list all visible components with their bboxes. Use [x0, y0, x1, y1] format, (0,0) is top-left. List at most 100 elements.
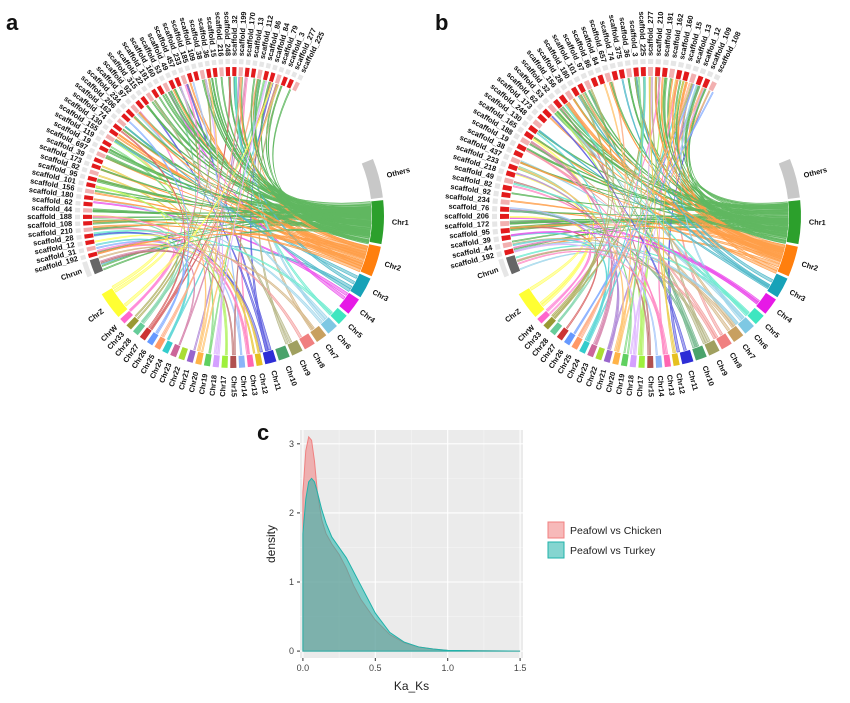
segment-track — [78, 180, 84, 186]
segment-scaffold-192 — [504, 248, 514, 256]
link-ribbon — [556, 110, 788, 233]
circos-label: scaffold_76 — [448, 202, 489, 213]
link-ribbon — [513, 181, 650, 356]
link-ribbon — [525, 149, 719, 339]
circos-label: Chr5 — [763, 322, 781, 340]
link-ribbon — [509, 209, 620, 351]
segment-scaffold-248 — [225, 67, 231, 77]
legend-label-1: Peafowl vs Turkey — [570, 545, 656, 557]
y-tick-label: 2 — [289, 508, 294, 518]
segment-track — [106, 118, 114, 125]
link-ribbon — [581, 93, 736, 328]
segment-chr18 — [629, 354, 637, 368]
circos-label: Chr8 — [728, 351, 744, 370]
segment-track — [492, 198, 498, 204]
legend-key-1 — [547, 541, 565, 559]
segment-chr23 — [587, 343, 598, 358]
circos-label: Chr5 — [346, 322, 364, 340]
segment-scaffold-38 — [199, 69, 206, 80]
segment-track — [502, 153, 510, 161]
segment-chr17 — [221, 355, 228, 368]
circos-label: Chr2 — [383, 259, 402, 273]
link-ribbon — [128, 121, 190, 335]
x-tick-label: 0.5 — [369, 663, 382, 673]
segment-scaffold-39 — [93, 157, 104, 165]
segment-chr28 — [132, 322, 146, 336]
circos-label: Chr1 — [392, 217, 409, 227]
segment-scaffold-156 — [558, 94, 569, 105]
segment-chr17 — [638, 355, 645, 368]
circos-label: Chr3 — [788, 287, 807, 303]
link-ribbon — [603, 83, 632, 352]
link-ribbon — [648, 76, 677, 354]
circos-label: scaffold_95 — [449, 227, 490, 240]
segment-chr5 — [747, 307, 764, 325]
circos-label: scaffold_32 — [230, 15, 240, 56]
y-tick-label: 0 — [289, 646, 294, 656]
link-ribbon — [516, 172, 619, 350]
segment-track — [141, 85, 148, 93]
segment-track — [88, 147, 96, 154]
link-ribbon — [565, 103, 783, 258]
link-ribbon — [530, 140, 613, 345]
density-panel-c: c 0.0 0.5 1.0 1.5 0 1 2 3 Ka_Ks density Peafowl vs… — [235, 418, 705, 698]
link-ribbon — [610, 81, 789, 227]
segment-track — [297, 74, 304, 81]
segment-scaffold-95 — [500, 227, 510, 234]
segment-chr20 — [195, 351, 204, 365]
segment-track — [493, 190, 500, 197]
segment-track — [78, 248, 85, 254]
segment-scaffold-84 — [597, 74, 606, 85]
link-ribbon — [580, 81, 626, 339]
segment-scaffold-210 — [655, 67, 661, 77]
circos-label: scaffold_248 — [222, 11, 232, 56]
link-ribbon — [92, 215, 256, 354]
segment-track — [146, 81, 154, 89]
segment-track — [496, 251, 503, 258]
segment-track — [670, 60, 677, 67]
segment-scaffold-162 — [668, 68, 676, 79]
circos-label: Chr13 — [248, 374, 260, 396]
link-ribbon — [509, 210, 698, 348]
segment-scaffold-108 — [83, 221, 93, 226]
circos-label: Chr15 — [229, 376, 238, 397]
circos-label: scaffold_188 — [27, 212, 72, 221]
segment-chr24 — [162, 340, 173, 354]
segment-track — [617, 61, 624, 68]
segment-track — [602, 64, 609, 71]
segment-track — [124, 98, 132, 105]
segment-chr8 — [299, 333, 315, 350]
segment-scaffold-97 — [130, 104, 140, 114]
segment-chr9 — [704, 339, 720, 356]
circos-label: Chr11 — [686, 369, 700, 391]
segment-track — [494, 243, 501, 250]
link-ribbon — [93, 230, 333, 315]
segment-track — [560, 83, 568, 91]
link-ribbon — [512, 238, 608, 342]
links-group — [92, 76, 372, 356]
segment-track — [245, 59, 251, 66]
legend-key-0 — [547, 521, 565, 539]
segment-chr23 — [170, 343, 181, 358]
segment-track — [197, 61, 204, 68]
link-ribbon — [517, 250, 667, 355]
circos-label: scaffold_3 — [628, 20, 640, 57]
segment-track — [171, 69, 178, 76]
segment-scaffold-191 — [661, 67, 668, 78]
segment-track — [80, 254, 87, 261]
circos-label: Chr6 — [335, 332, 353, 351]
segment-scaffold-13 — [689, 73, 697, 84]
segment-chrz — [101, 288, 128, 318]
segment-track — [547, 92, 556, 100]
segment-chr33 — [126, 316, 139, 330]
circos-label: scaffold_44 — [31, 203, 73, 214]
segment-scaffold-108 — [708, 81, 717, 92]
link-ribbon — [198, 78, 219, 352]
segment-track — [158, 75, 166, 82]
segment-track — [494, 182, 501, 190]
segment-scaffold-38 — [513, 149, 524, 159]
segment-scaffold-697 — [96, 151, 106, 159]
segment-track — [191, 63, 197, 70]
link-ribbon — [536, 132, 610, 342]
segment-scaffold-109 — [702, 78, 711, 89]
